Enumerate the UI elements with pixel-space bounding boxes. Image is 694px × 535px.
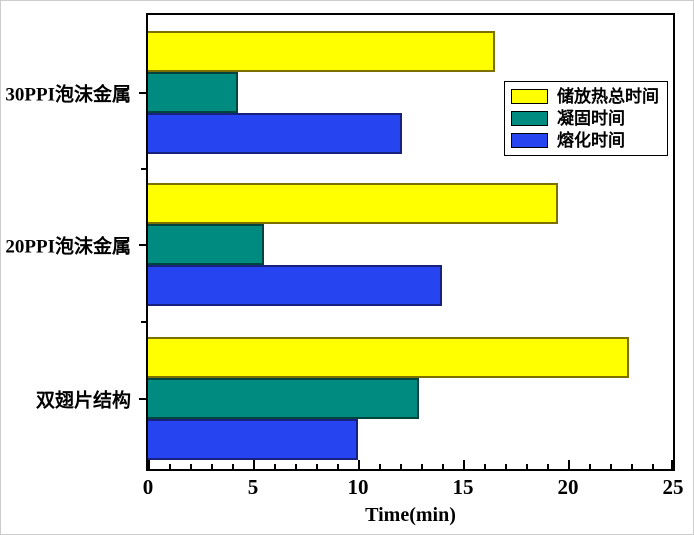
x-minor-tick-6 xyxy=(274,464,276,469)
x-major-tick-5 xyxy=(253,460,255,469)
x-major-tick-10 xyxy=(358,460,360,469)
legend: 储放热总时间 凝固时间熔化时间 xyxy=(504,81,668,156)
x-minor-tick-7 xyxy=(295,464,297,469)
x-minor-tick-24 xyxy=(652,464,654,469)
plot-area: 储放热总时间 凝固时间熔化时间 xyxy=(146,13,675,471)
legend-label: 凝固时间 xyxy=(557,109,625,128)
x-major-tick-25 xyxy=(671,460,673,469)
category-label-双翅片结构: 双翅片结构 xyxy=(35,390,131,411)
x-minor-tick-1 xyxy=(169,464,171,469)
bar-储放热总时间-20PPI泡沫金属 xyxy=(148,183,558,224)
x-tick-label-0: 0 xyxy=(142,475,154,499)
x-minor-tick-17 xyxy=(505,464,507,469)
x-minor-tick-19 xyxy=(547,464,549,469)
category-label-30PPI泡沫金属: 30PPI泡沫金属 xyxy=(5,84,131,105)
x-tick-label-15: 15 xyxy=(452,475,474,499)
x-axis-title: Time(min) xyxy=(365,504,456,526)
bar-熔化时间-30PPI泡沫金属 xyxy=(148,113,403,154)
x-minor-tick-16 xyxy=(484,464,486,469)
x-minor-tick-8 xyxy=(316,464,318,469)
legend-item-凝固时间: 凝固时间 xyxy=(511,108,659,129)
y-major-tick-30PPI泡沫金属 xyxy=(139,91,146,94)
x-major-tick-15 xyxy=(463,460,465,469)
x-minor-tick-4 xyxy=(232,464,234,469)
y-minor-tick-0 xyxy=(141,167,146,170)
x-tick-label-10: 10 xyxy=(347,475,369,499)
x-minor-tick-14 xyxy=(442,464,444,469)
legend-label: 熔化时间 xyxy=(557,131,625,150)
x-minor-tick-22 xyxy=(610,464,612,469)
legend-swatch-icon xyxy=(511,89,548,104)
bar-凝固时间-双翅片结构 xyxy=(148,378,419,419)
x-major-tick-20 xyxy=(568,460,570,469)
legend-item-熔化时间: 熔化时间 xyxy=(511,130,659,151)
x-minor-tick-12 xyxy=(400,464,402,469)
legend-label: 储放热总时间 xyxy=(557,87,659,106)
legend-swatch-icon xyxy=(511,111,548,126)
x-minor-tick-18 xyxy=(526,464,528,469)
y-minor-tick-1 xyxy=(141,320,146,323)
bar-储放热总时间-30PPI泡沫金属 xyxy=(148,31,495,72)
category-label-20PPI泡沫金属: 20PPI泡沫金属 xyxy=(5,236,131,257)
x-tick-label-20: 20 xyxy=(557,475,579,499)
legend-swatch-icon xyxy=(511,133,548,148)
bar-熔化时间-双翅片结构 xyxy=(148,419,358,460)
y-major-tick-双翅片结构 xyxy=(139,397,146,400)
x-tick-label-25: 25 xyxy=(662,475,684,499)
bar-凝固时间-20PPI泡沫金属 xyxy=(148,224,264,265)
x-minor-tick-21 xyxy=(589,464,591,469)
x-minor-tick-11 xyxy=(379,464,381,469)
y-major-tick-20PPI泡沫金属 xyxy=(139,243,146,246)
x-minor-tick-2 xyxy=(190,464,192,469)
x-minor-tick-23 xyxy=(631,464,633,469)
x-minor-tick-3 xyxy=(211,464,213,469)
bar-熔化时间-20PPI泡沫金属 xyxy=(148,265,442,306)
x-major-tick-0 xyxy=(148,460,150,469)
bar-储放热总时间-双翅片结构 xyxy=(148,337,629,378)
x-tick-label-5: 5 xyxy=(247,475,259,499)
x-minor-tick-13 xyxy=(421,464,423,469)
x-minor-tick-9 xyxy=(337,464,339,469)
bar-凝固时间-30PPI泡沫金属 xyxy=(148,72,239,113)
legend-item-储放热总时间: 储放热总时间 xyxy=(511,86,659,107)
